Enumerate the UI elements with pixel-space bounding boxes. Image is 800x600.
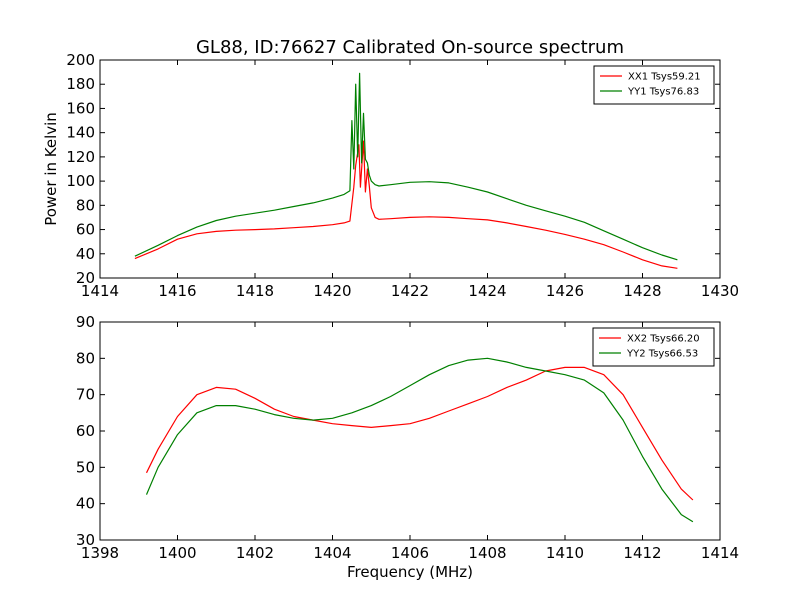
y-tick-label: 160	[66, 99, 95, 117]
x-tick-label: 1398	[81, 544, 119, 562]
legend: XX1 Tsys59.21 YY1 Tsys76.83	[593, 65, 715, 105]
x-tick-label: 1428	[623, 282, 661, 300]
y-tick-label: 80	[76, 349, 95, 367]
y-tick-label: 120	[66, 148, 95, 166]
y-tick-label: 60	[76, 221, 95, 239]
y-tick-label: 200	[66, 51, 95, 69]
legend-box	[593, 65, 715, 105]
chart-title: GL88, ID:76627 Calibrated On-source spec…	[196, 37, 624, 58]
legend-entry: XX2 Tsys66.20	[627, 334, 700, 345]
legend-entry: YY1 Tsys76.83	[627, 87, 699, 98]
legend: XX2 Tsys66.20 YY2 Tsys66.53	[592, 327, 715, 367]
x-tick-label: 1404	[313, 544, 351, 562]
y-tick-label: 40	[76, 245, 95, 263]
upper-spectrum-plot: 1414 1416 1418 1420 1422 1424 1426 1428 1430 20 40…	[42, 51, 739, 300]
y-tick-label: 50	[76, 458, 95, 476]
x-tick-label: 1414	[701, 544, 739, 562]
y-tick-label: 180	[66, 75, 95, 93]
x-tick-label: 1426	[546, 282, 584, 300]
x-tick-label: 1408	[468, 544, 506, 562]
y-axis-label: Power in Kelvin	[42, 112, 60, 226]
series-line-xx	[134, 140, 678, 269]
x-tick-label: 1416	[158, 282, 196, 300]
y-tick-label: 30	[76, 531, 95, 549]
y-tick-label: 80	[76, 196, 95, 214]
x-tick-label: 1414	[81, 282, 119, 300]
y-tick-label: 60	[76, 422, 95, 440]
series-line-yy	[145, 357, 694, 523]
x-tick-label: 1420	[313, 282, 351, 300]
x-tick-label: 1418	[236, 282, 274, 300]
x-tick-label: 1410	[546, 544, 584, 562]
x-tick-label: 1430	[701, 282, 739, 300]
x-tick-label: 1422	[391, 282, 429, 300]
legend-box	[592, 327, 715, 367]
x-tick-label: 1402	[236, 544, 274, 562]
y-tick-label: 100	[66, 172, 95, 190]
x-tick-label: 1400	[158, 544, 196, 562]
series-line-xx	[145, 366, 694, 501]
x-tick-label: 1406	[391, 544, 429, 562]
y-tick-label: 20	[76, 269, 95, 287]
x-tick-label: 1424	[468, 282, 506, 300]
x-axis-label: Frequency (MHz)	[347, 563, 473, 581]
y-tick-label: 140	[66, 124, 95, 142]
legend-entry: YY2 Tsys66.53	[626, 349, 698, 360]
legend-entry: XX1 Tsys59.21	[628, 72, 701, 83]
lower-spectrum-plot: 1398 1400 1402 1404 1406 1408 1410 1412 1414 30 40…	[76, 313, 739, 581]
y-tick-label: 70	[76, 386, 95, 404]
y-tick-label: 40	[76, 495, 95, 513]
series-line-yy	[134, 72, 678, 261]
x-tick-label: 1412	[623, 544, 661, 562]
y-tick-label: 90	[76, 313, 95, 331]
